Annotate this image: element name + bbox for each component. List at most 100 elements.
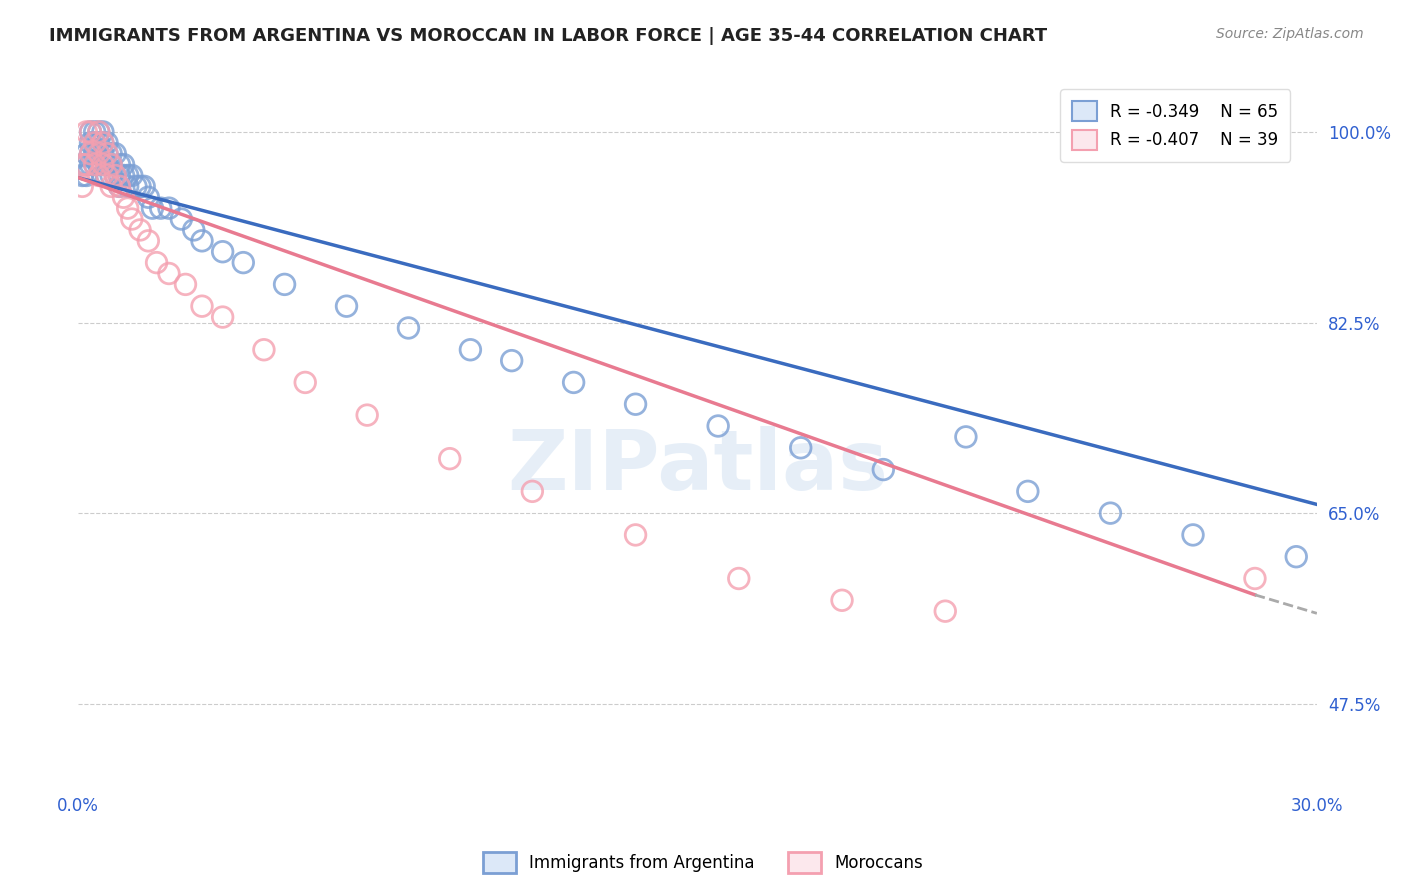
Point — [104, 169, 127, 183]
Point — [79, 125, 101, 139]
Point — [70, 179, 93, 194]
Point — [87, 146, 110, 161]
Point — [273, 277, 295, 292]
Point — [108, 158, 131, 172]
Point — [727, 572, 749, 586]
Point — [121, 169, 143, 183]
Point — [87, 136, 110, 150]
Point — [83, 158, 105, 172]
Point — [624, 397, 647, 411]
Point — [91, 136, 114, 150]
Point — [253, 343, 276, 357]
Point — [211, 310, 233, 324]
Point — [70, 169, 93, 183]
Point — [121, 212, 143, 227]
Point — [117, 169, 139, 183]
Point — [75, 125, 97, 139]
Point — [70, 158, 93, 172]
Point — [87, 169, 110, 183]
Point — [70, 158, 93, 172]
Point — [87, 125, 110, 139]
Point — [91, 136, 114, 150]
Point — [191, 299, 214, 313]
Point — [872, 462, 894, 476]
Point — [87, 158, 110, 172]
Point — [398, 321, 420, 335]
Point — [75, 146, 97, 161]
Point — [96, 136, 118, 150]
Point — [790, 441, 813, 455]
Point — [183, 223, 205, 237]
Point — [136, 190, 159, 204]
Point — [79, 146, 101, 161]
Point — [100, 146, 122, 161]
Point — [108, 169, 131, 183]
Point — [96, 158, 118, 172]
Point — [136, 234, 159, 248]
Legend: R = -0.349    N = 65, R = -0.407    N = 39: R = -0.349 N = 65, R = -0.407 N = 39 — [1060, 89, 1289, 161]
Point — [79, 125, 101, 139]
Point — [157, 201, 180, 215]
Point — [125, 179, 148, 194]
Point — [522, 484, 544, 499]
Point — [96, 146, 118, 161]
Point — [460, 343, 482, 357]
Point — [100, 158, 122, 172]
Point — [83, 136, 105, 150]
Point — [117, 179, 139, 194]
Point — [129, 179, 152, 194]
Point — [1099, 506, 1122, 520]
Point — [134, 179, 156, 194]
Point — [91, 158, 114, 172]
Point — [157, 267, 180, 281]
Point — [87, 146, 110, 161]
Point — [149, 201, 172, 215]
Point — [934, 604, 956, 618]
Point — [294, 376, 316, 390]
Point — [96, 146, 118, 161]
Point — [108, 179, 131, 194]
Text: IMMIGRANTS FROM ARGENTINA VS MOROCCAN IN LABOR FORCE | AGE 35-44 CORRELATION CHA: IMMIGRANTS FROM ARGENTINA VS MOROCCAN IN… — [49, 27, 1047, 45]
Point — [96, 169, 118, 183]
Point — [75, 158, 97, 172]
Point — [141, 201, 163, 215]
Point — [79, 136, 101, 150]
Point — [170, 212, 193, 227]
Point — [1017, 484, 1039, 499]
Point — [83, 158, 105, 172]
Point — [75, 169, 97, 183]
Point — [100, 169, 122, 183]
Point — [145, 255, 167, 269]
Point — [831, 593, 853, 607]
Point — [91, 125, 114, 139]
Point — [104, 169, 127, 183]
Point — [191, 234, 214, 248]
Point — [112, 169, 135, 183]
Point — [100, 179, 122, 194]
Point — [1244, 572, 1267, 586]
Point — [91, 146, 114, 161]
Point — [955, 430, 977, 444]
Point — [112, 190, 135, 204]
Point — [91, 169, 114, 183]
Point — [112, 158, 135, 172]
Point — [129, 223, 152, 237]
Point — [356, 408, 378, 422]
Point — [87, 125, 110, 139]
Point — [79, 158, 101, 172]
Point — [562, 376, 585, 390]
Point — [83, 125, 105, 139]
Text: Source: ZipAtlas.com: Source: ZipAtlas.com — [1216, 27, 1364, 41]
Point — [1285, 549, 1308, 564]
Point — [83, 146, 105, 161]
Point — [707, 419, 730, 434]
Point — [75, 158, 97, 172]
Point — [501, 353, 523, 368]
Point — [174, 277, 197, 292]
Point — [439, 451, 461, 466]
Point — [96, 169, 118, 183]
Point — [117, 201, 139, 215]
Point — [1182, 528, 1205, 542]
Point — [232, 255, 254, 269]
Point — [335, 299, 357, 313]
